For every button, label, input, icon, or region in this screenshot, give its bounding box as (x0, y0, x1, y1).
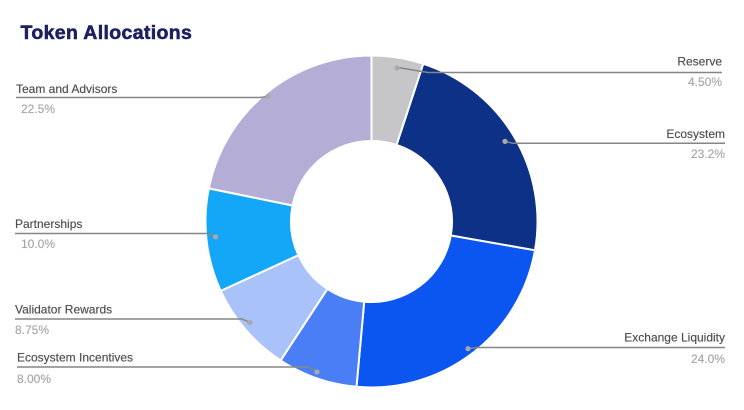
svg-text:8.00%: 8.00% (17, 372, 51, 386)
svg-text:Ecosystem: Ecosystem (666, 127, 725, 141)
svg-text:Partnerships: Partnerships (15, 217, 82, 231)
svg-text:Reserve: Reserve (677, 55, 722, 69)
svg-text:10.0%: 10.0% (21, 237, 55, 251)
svg-text:Ecosystem Incentives: Ecosystem Incentives (17, 351, 133, 365)
svg-text:Team and Advisors: Team and Advisors (16, 82, 117, 96)
svg-text:4.50%: 4.50% (688, 75, 722, 89)
svg-text:8.75%: 8.75% (15, 323, 49, 337)
svg-text:Validator Rewards: Validator Rewards (15, 303, 112, 317)
svg-text:22.5%: 22.5% (21, 102, 55, 116)
svg-text:Token Allocations: Token Allocations (21, 22, 193, 44)
svg-text:24.0%: 24.0% (691, 352, 725, 366)
svg-text:23.2%: 23.2% (691, 147, 725, 161)
svg-text:Exchange Liquidity: Exchange Liquidity (624, 331, 725, 345)
